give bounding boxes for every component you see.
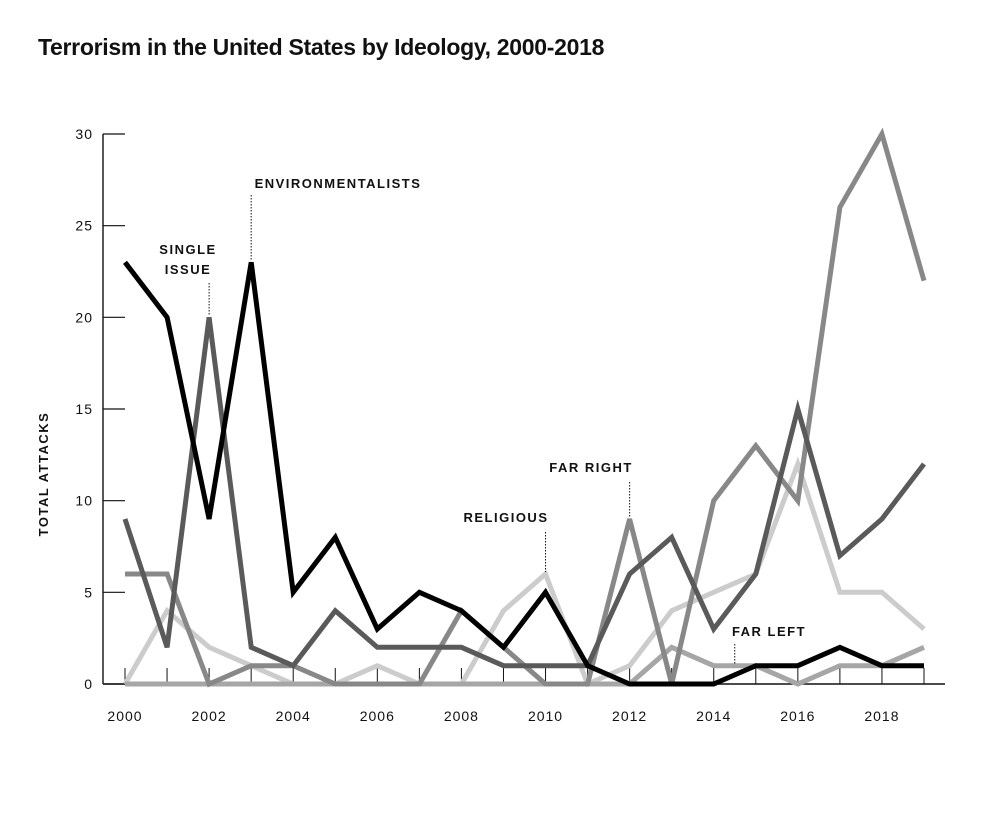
chart-title: Terrorism in the United States by Ideolo… xyxy=(38,34,605,60)
series-line-far-left xyxy=(125,644,926,687)
y-tick-label: 10 xyxy=(75,493,93,509)
annotation-label: ISSUE xyxy=(165,262,212,277)
annotation-label: ENVIRONMENTALISTS xyxy=(255,176,422,191)
y-tick-label: 30 xyxy=(75,126,93,142)
y-tick-label: 15 xyxy=(75,401,93,417)
y-axis-title: TOTAL ATTACKS xyxy=(36,412,51,537)
x-tick-label: 2010 xyxy=(528,708,563,724)
annotation-label: SINGLE xyxy=(159,242,216,257)
x-tick-label: 2016 xyxy=(780,708,815,724)
y-tick-label: 5 xyxy=(84,584,93,600)
annotation-label: FAR RIGHT xyxy=(549,460,633,475)
series-line-single-issue xyxy=(122,316,926,669)
annotation-label: FAR LEFT xyxy=(732,624,806,639)
series-line-environmentalists xyxy=(123,260,924,687)
x-tick-label: 2008 xyxy=(444,708,479,724)
x-tick-label: 2000 xyxy=(107,708,142,724)
x-tick-label: 2006 xyxy=(360,708,395,724)
series-layer xyxy=(122,127,927,688)
y-tick-label: 25 xyxy=(75,218,93,234)
x-tick-label: 2018 xyxy=(864,708,899,724)
x-tick-label: 2004 xyxy=(276,708,311,724)
x-tick-label: 2002 xyxy=(192,708,227,724)
y-tick-label: 0 xyxy=(84,676,93,692)
series-line-religious xyxy=(122,456,926,688)
x-tick-label: 2014 xyxy=(696,708,731,724)
annotation-label: RELIGIOUS xyxy=(463,510,548,525)
x-tick-label: 2012 xyxy=(612,708,647,724)
y-tick-label: 20 xyxy=(75,309,93,325)
annotation-layer: ENVIRONMENTALISTS SINGLE ISSUE RELIGIOUS FAR… xyxy=(159,176,806,664)
